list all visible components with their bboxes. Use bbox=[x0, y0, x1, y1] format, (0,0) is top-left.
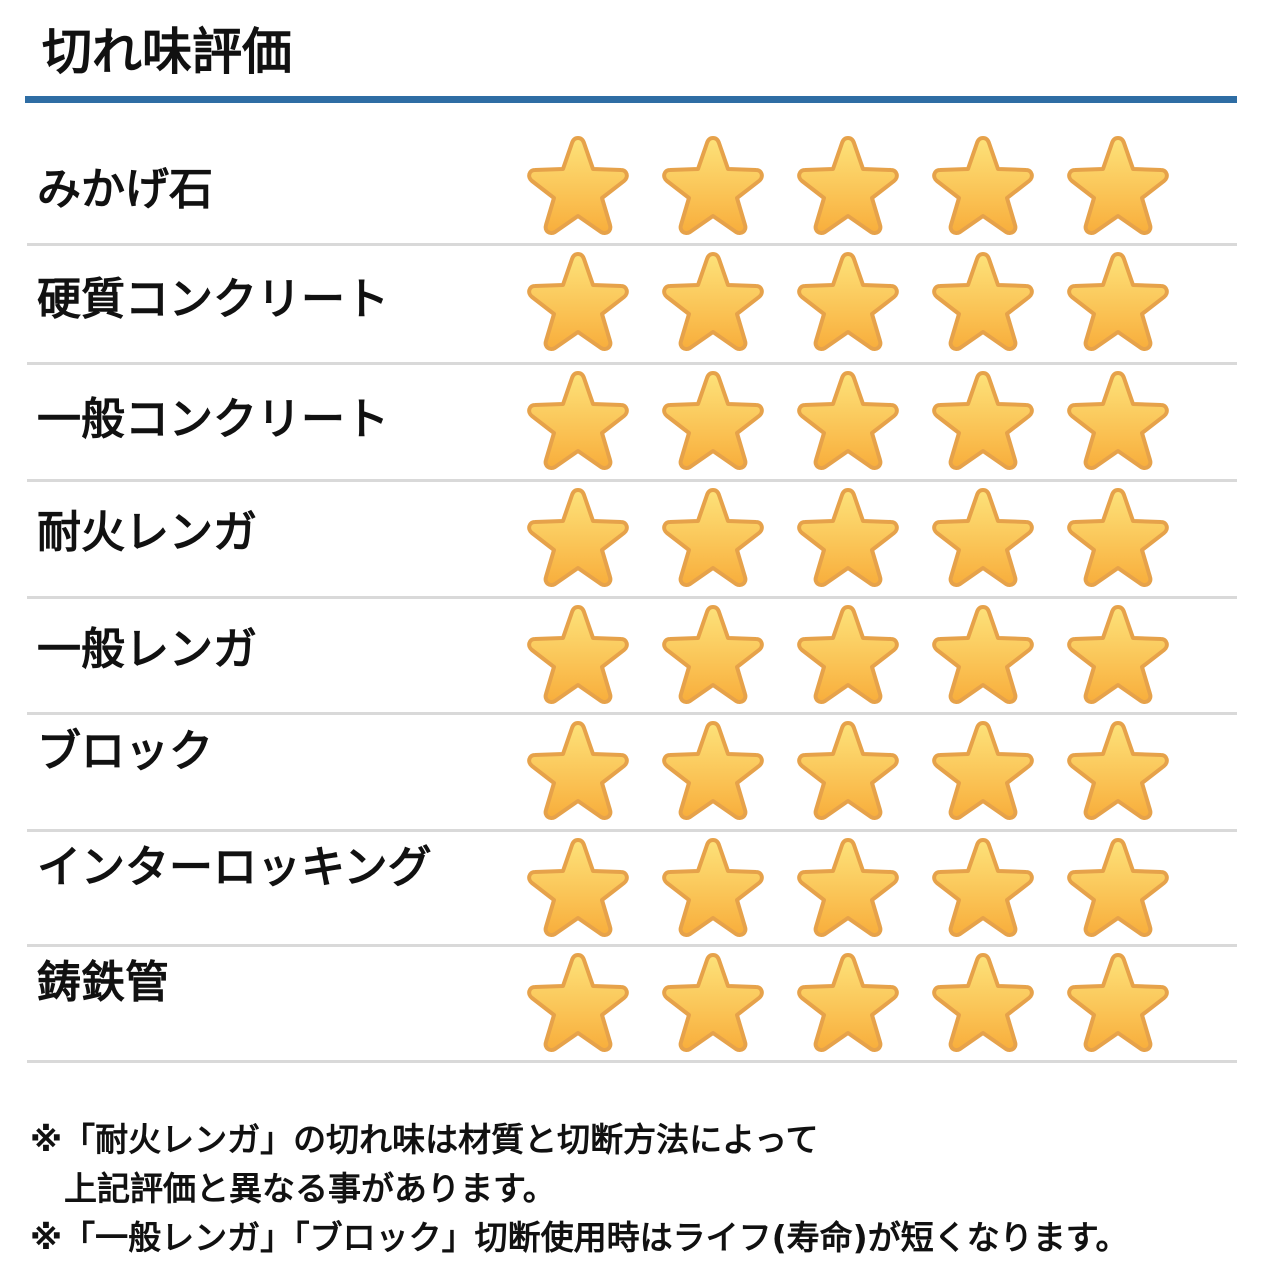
star-icon bbox=[527, 953, 629, 1053]
rating-row: ブロック bbox=[27, 715, 1237, 832]
star-icon bbox=[662, 953, 764, 1053]
star-icon bbox=[527, 488, 629, 588]
star-icon bbox=[1067, 838, 1169, 938]
rating-row: 一般レンガ bbox=[27, 599, 1237, 715]
star-icon bbox=[662, 721, 764, 821]
star-icon bbox=[797, 252, 899, 352]
rating-row: みかげ石 bbox=[27, 104, 1237, 246]
star-icon bbox=[932, 371, 1034, 471]
star-icon bbox=[662, 838, 764, 938]
star-icon bbox=[662, 136, 764, 236]
star-icon bbox=[932, 136, 1034, 236]
star-icon bbox=[1067, 371, 1169, 471]
star-icon bbox=[1067, 953, 1169, 1053]
star-rating bbox=[523, 248, 1173, 354]
star-rating bbox=[523, 834, 1173, 940]
material-label: 鋳鉄管 bbox=[37, 957, 169, 1008]
rating-row: 鋳鉄管 bbox=[27, 947, 1237, 1063]
material-label: みかげ石 bbox=[37, 164, 213, 215]
note-2: ※「一般レンガ」「ブロック」切断使用時はライフ(寿命)が短くなります。 bbox=[30, 1218, 1129, 1257]
star-icon bbox=[932, 721, 1034, 821]
star-icon bbox=[932, 252, 1034, 352]
star-icon bbox=[662, 371, 764, 471]
notes: ※「耐火レンガ」の切れ味は材質と切断方法によって 上記評価と異なる事があります。… bbox=[30, 1115, 1128, 1262]
star-rating bbox=[523, 132, 1173, 238]
star-icon bbox=[797, 721, 899, 821]
star-icon bbox=[932, 488, 1034, 588]
star-icon bbox=[527, 721, 629, 821]
star-icon bbox=[527, 838, 629, 938]
star-rating bbox=[523, 949, 1173, 1055]
page-title: 切れ味評価 bbox=[42, 23, 292, 81]
star-icon bbox=[1067, 136, 1169, 236]
star-icon bbox=[932, 838, 1034, 938]
star-icon bbox=[932, 605, 1034, 705]
material-label: 一般レンガ bbox=[37, 624, 257, 675]
star-icon bbox=[932, 953, 1034, 1053]
star-icon bbox=[527, 136, 629, 236]
star-icon bbox=[662, 252, 764, 352]
star-rating bbox=[523, 367, 1173, 473]
star-rating bbox=[523, 717, 1173, 823]
material-label: 耐火レンガ bbox=[37, 507, 257, 558]
star-icon bbox=[797, 605, 899, 705]
rating-row: 硬質コンクリート bbox=[27, 246, 1237, 365]
material-label: 一般コンクリート bbox=[37, 394, 389, 445]
note-1-continued: 上記評価と異なる事があります。 bbox=[64, 1169, 556, 1208]
star-rating bbox=[523, 601, 1173, 707]
star-icon bbox=[1067, 252, 1169, 352]
star-icon bbox=[797, 136, 899, 236]
rating-row: インターロッキング bbox=[27, 832, 1237, 947]
star-icon bbox=[1067, 721, 1169, 821]
star-icon bbox=[797, 953, 899, 1053]
star-icon bbox=[1067, 605, 1169, 705]
title-divider bbox=[25, 96, 1237, 103]
material-label: インターロッキング bbox=[37, 842, 432, 893]
star-icon bbox=[797, 371, 899, 471]
star-icon bbox=[797, 838, 899, 938]
material-label: 硬質コンクリート bbox=[37, 274, 389, 325]
star-icon bbox=[527, 252, 629, 352]
star-icon bbox=[527, 371, 629, 471]
rating-row: 一般コンクリート bbox=[27, 365, 1237, 482]
note-1: ※「耐火レンガ」の切れ味は材質と切断方法によって bbox=[30, 1120, 819, 1159]
star-icon bbox=[1067, 488, 1169, 588]
rating-row: 耐火レンガ bbox=[27, 482, 1237, 599]
star-icon bbox=[662, 488, 764, 588]
star-rating bbox=[523, 484, 1173, 590]
star-icon bbox=[527, 605, 629, 705]
star-icon bbox=[662, 605, 764, 705]
star-icon bbox=[797, 488, 899, 588]
material-label: ブロック bbox=[37, 726, 213, 777]
